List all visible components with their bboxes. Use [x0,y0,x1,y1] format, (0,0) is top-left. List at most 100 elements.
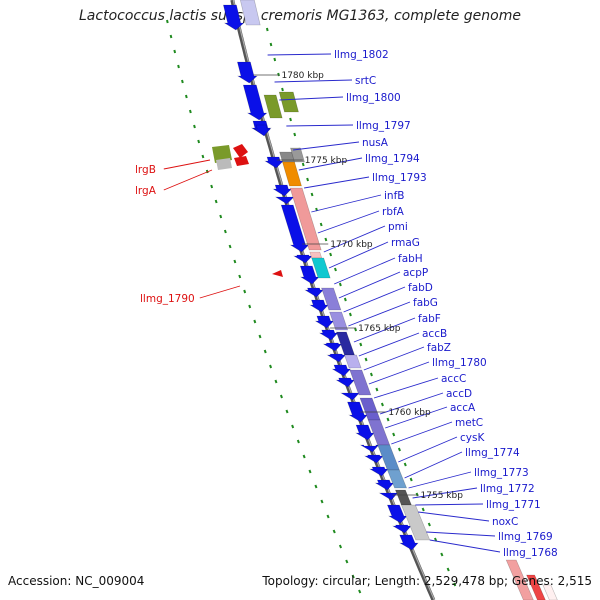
label-leader [323,225,386,253]
label-leader [338,271,401,299]
gene-bottom [505,559,534,600]
gene-label: fabF [418,313,441,325]
label-leader [408,471,472,489]
track-dot [332,529,336,534]
label-leader [274,79,353,83]
kbp-tick-label: 1765 kbp [358,324,401,334]
forward-gene [280,204,310,253]
colored-gene [289,187,322,251]
colored-gene [239,0,261,26]
track-dot [427,522,431,527]
lrgA-gene [233,144,248,158]
gene-label: accD [446,388,472,400]
label-leader [328,241,389,269]
track-dot [173,49,177,54]
label-leader [163,169,213,191]
label-leader [334,257,396,285]
track-dot [326,514,330,519]
gene-label: metC [455,417,483,429]
gene-label-left: lrgB [135,164,156,176]
track-dot [223,229,227,234]
track-dot [397,447,401,452]
track-dot [214,199,218,204]
label-leader [373,377,439,399]
label-leader [385,406,448,429]
forward-gene [335,377,356,388]
label-leader [199,285,241,299]
track-dot [269,42,273,47]
colored-gene [367,419,391,446]
gene-label: fabH [398,253,423,265]
label-leader [304,176,370,189]
gene-label: fabD [408,282,433,294]
forward-gene [272,184,293,197]
track-dot [302,454,306,459]
label-leader [311,194,382,213]
track-dot [277,72,280,77]
track-dot [274,379,278,384]
forward-gene [264,156,284,169]
lrgA-gene [234,156,249,166]
track-dot [348,312,352,317]
label-leader [412,487,478,499]
track-dot [375,387,379,392]
track-dot [197,139,201,144]
gene-label: accA [450,402,476,414]
colored-gene [386,469,408,489]
label-leader [429,539,501,553]
label-leader [317,210,380,234]
track-dot [440,552,444,557]
colored-gene [321,287,342,311]
kbp-tick-label: 1755 kbp [421,491,464,501]
track-dot [380,402,384,407]
map-title: Lactococcus lactis subsp. cremoris MG136… [79,8,521,24]
colored-gene [311,257,331,279]
colored-gene [344,354,362,369]
gene-label: noxC [492,516,518,528]
track-dot [354,327,358,332]
track-dot [343,297,347,302]
gene-label: llmg_1802 [334,49,389,61]
kbp-tick-label: 1770 kbp [330,240,373,250]
track-dot [289,117,292,122]
label-leader [415,503,484,506]
track-dot [329,252,333,257]
gene-label: acpP [403,267,428,279]
track-dot [201,154,205,159]
track-dot [296,439,300,444]
track-dot [219,214,223,219]
gene-small [290,147,305,163]
track-dot [238,274,242,279]
label-leader [286,124,354,127]
accession-text: Accession: NC_009004 [8,574,145,588]
gene-label-left: llmg_1790 [140,293,195,305]
gene-bottom [542,584,558,600]
track-dot [184,94,188,99]
kbp-tick-label: 1780 kbp [281,71,324,81]
gene-label: rbfA [382,206,405,218]
gene-label: rmaG [391,237,420,249]
gene-small [216,158,232,170]
gene-features [212,0,558,600]
gene-label: llmg_1797 [356,120,411,132]
label-leader [348,301,411,327]
track-dot [320,499,324,504]
forward-gene [391,524,412,534]
label-leader [358,332,420,357]
forward-gene [363,454,384,464]
track-dot [291,424,295,429]
label-leader [398,436,458,463]
gene-label: llmg_1772 [480,483,535,495]
track-dot [359,342,363,347]
label-leader [379,392,444,415]
forward-gene [318,329,339,341]
gene-label: llmg_1800 [346,92,401,104]
forward-gene [242,84,268,121]
forward-gene [326,353,347,363]
gene-labels: llmg_1802 srtC llmg_1800 llmg_1797 nusA llmg_… [135,49,558,559]
track-dot [177,64,180,69]
forward-gene [359,444,380,453]
forward-gene [386,504,408,524]
track-dot [453,582,457,587]
